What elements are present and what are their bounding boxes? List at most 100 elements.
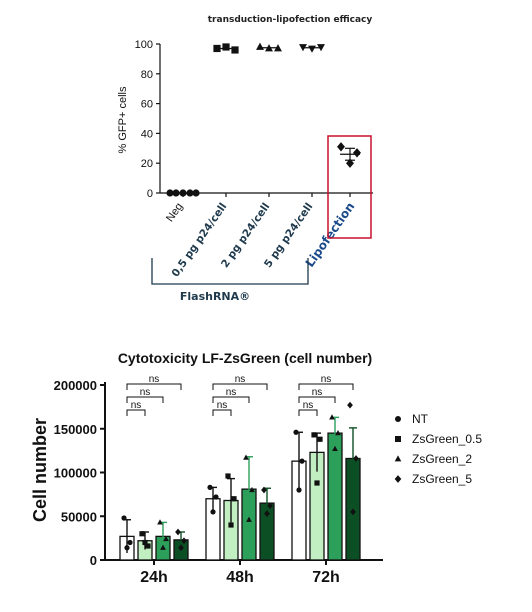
chart2-sig-bracket bbox=[298, 383, 354, 390]
chart2-sig-label: ns bbox=[149, 374, 160, 385]
chart2-sig-label: ns bbox=[226, 387, 237, 398]
chart2-sig-bracket bbox=[212, 409, 232, 416]
chart2-point bbox=[329, 414, 335, 420]
chart2-point bbox=[347, 401, 353, 409]
chart2-point bbox=[157, 519, 163, 525]
chart2-y-tick-label: 50000 bbox=[61, 509, 97, 524]
chart2-legend-label: ZsGreen_0.5 bbox=[412, 432, 482, 446]
chart1-y-tick-label: 20 bbox=[141, 158, 153, 170]
chart2-sig-bracket bbox=[126, 396, 164, 403]
chart1-point bbox=[192, 189, 200, 197]
chart1-point bbox=[353, 148, 361, 158]
chart2-legend-marker bbox=[394, 455, 402, 462]
chart2-sig-bracket bbox=[212, 383, 268, 390]
chart2-point bbox=[210, 509, 216, 515]
chart1-y-tick-label: 40 bbox=[141, 128, 153, 140]
chart2-sig-label: ns bbox=[131, 400, 142, 411]
chart1-y-label: % GFP+ cells bbox=[117, 86, 129, 153]
chart2-legend-marker bbox=[394, 475, 402, 483]
chart2-point bbox=[293, 429, 299, 435]
chart2-point bbox=[139, 531, 145, 537]
chart1-point bbox=[222, 43, 230, 51]
chart2-point bbox=[335, 430, 341, 436]
chart2-legend-marker bbox=[395, 416, 401, 422]
chart2-y-tick-label: 0 bbox=[90, 553, 97, 568]
chart1-x-label-neg: Neg bbox=[164, 201, 185, 224]
chart2-point bbox=[249, 486, 255, 493]
chart1-y-tick-label: 100 bbox=[135, 39, 153, 51]
chart2-sig-bracket bbox=[298, 409, 318, 416]
chart2-y-ticks: 0 50000 100000 150000 200000 bbox=[54, 378, 105, 568]
chart2-point bbox=[332, 445, 338, 451]
chart2-point bbox=[163, 535, 169, 542]
chart2-sig-bracket bbox=[126, 409, 146, 416]
chart2-point bbox=[231, 496, 237, 502]
chart2-point bbox=[160, 544, 166, 550]
chart2-point bbox=[228, 522, 234, 528]
cytotoxicity-chart: Cytotoxicity LF-ZsGreen (cell number) Ce… bbox=[30, 350, 482, 586]
chart2-point bbox=[267, 502, 273, 510]
chart2-point bbox=[264, 510, 270, 518]
chart1-y-tick-label: 80 bbox=[141, 69, 153, 81]
chart2-y-label: Cell number bbox=[30, 418, 50, 522]
chart1-y-ticks: 0 20 40 60 80 100 bbox=[135, 39, 160, 200]
chart2-point bbox=[317, 436, 323, 442]
chart2-point bbox=[311, 432, 317, 438]
efficacy-chart: transduction-lipofection efficacy % GFP+… bbox=[117, 15, 373, 303]
chart1-point bbox=[346, 158, 354, 168]
chart2-sig-bracket bbox=[126, 383, 182, 390]
chart2-point bbox=[296, 487, 302, 493]
chart2-legend-marker bbox=[395, 436, 401, 442]
chart2-significance: ns ns ns ns ns ns ns ns ns bbox=[126, 374, 354, 416]
chart2-sig-label: ns bbox=[312, 387, 323, 398]
chart2-x-tick-label: 72h bbox=[312, 569, 340, 586]
chart2-legend: NT ZsGreen_0.5 ZsGreen_2 ZsGreen_5 bbox=[394, 412, 482, 486]
chart2-sig-label: ns bbox=[140, 387, 151, 398]
chart2-bars bbox=[119, 401, 361, 561]
chart2-point bbox=[181, 537, 187, 545]
flashrna-group-bracket bbox=[151, 258, 309, 285]
chart1-y-tick-label: 60 bbox=[141, 99, 153, 111]
chart2-point bbox=[175, 528, 181, 536]
lipofection-highlight-box bbox=[327, 135, 372, 239]
chart1-point bbox=[337, 142, 345, 152]
chart2-title: Cytotoxicity LF-ZsGreen (cell number) bbox=[118, 350, 372, 366]
chart2-sig-label: ns bbox=[321, 374, 332, 385]
chart2-point bbox=[261, 486, 267, 494]
chart2-point bbox=[299, 458, 305, 464]
chart2-y-tick-label: 200000 bbox=[54, 378, 97, 393]
chart2-legend-label: NT bbox=[412, 412, 429, 426]
chart2-sig-bracket bbox=[212, 396, 250, 403]
chart2-point bbox=[178, 544, 184, 552]
chart2-point bbox=[246, 516, 252, 522]
chart2-point bbox=[213, 494, 219, 500]
chart2-sig-label: ns bbox=[217, 400, 228, 411]
chart1-title: transduction-lipofection efficacy bbox=[208, 15, 373, 25]
chart2-point bbox=[124, 545, 130, 551]
chart2-point bbox=[225, 473, 231, 479]
chart2-point bbox=[350, 508, 356, 516]
chart1-point bbox=[256, 42, 264, 50]
chart2-legend-label: ZsGreen_5 bbox=[412, 472, 472, 486]
chart1-point bbox=[231, 46, 239, 54]
chart1-x-ticks bbox=[182, 193, 351, 197]
chart2-point bbox=[127, 539, 133, 546]
chart2-x-tick-label: 48h bbox=[226, 569, 254, 586]
chart2-sig-label: ns bbox=[303, 400, 314, 411]
chart2-point bbox=[145, 543, 151, 549]
chart2-x-tick-label: 24h bbox=[140, 569, 168, 586]
chart2-point bbox=[314, 480, 320, 486]
chart2-point bbox=[121, 515, 127, 521]
chart2-sig-label: ns bbox=[235, 374, 246, 385]
chart2-point bbox=[243, 454, 249, 460]
chart1-point bbox=[308, 45, 316, 53]
chart1-y-tick-label: 0 bbox=[147, 188, 153, 200]
chart1-point bbox=[166, 189, 174, 197]
flashrna-group-label: FlashRNA® bbox=[180, 290, 250, 303]
chart2-point bbox=[207, 484, 213, 490]
chart2-y-tick-label: 150000 bbox=[54, 422, 97, 437]
chart2-bar bbox=[327, 432, 343, 561]
chart2-x-ticks: 24h 48h 72h bbox=[140, 560, 340, 586]
chart2-sig-bracket bbox=[298, 396, 336, 403]
